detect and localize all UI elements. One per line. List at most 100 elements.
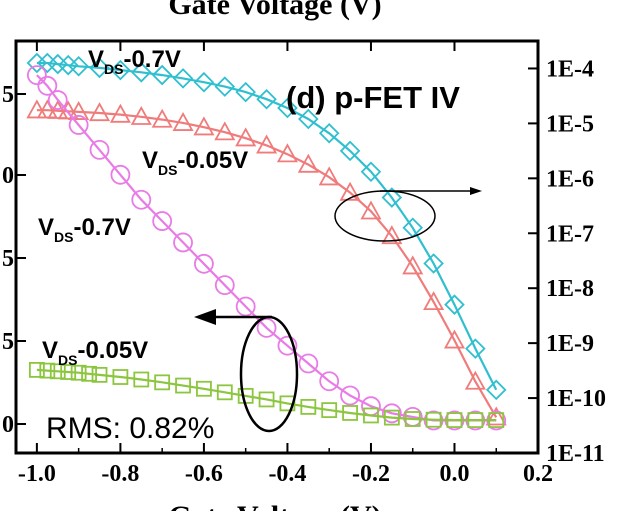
x-tick-label: -0.8 bbox=[101, 461, 139, 487]
data-point-triangle bbox=[26, 99, 48, 119]
data-point-triangle bbox=[47, 99, 69, 119]
data-point-triangle bbox=[172, 111, 194, 131]
right-y-tick-label: 1E-9 bbox=[546, 331, 594, 357]
data-point-triangle bbox=[443, 329, 466, 349]
data-point-circle bbox=[173, 232, 193, 253]
right-y-tick-label: 1E-10 bbox=[546, 386, 606, 412]
x-tick-label: -0.4 bbox=[268, 461, 306, 487]
data-point-square bbox=[49, 363, 66, 380]
data-point-circle bbox=[340, 385, 360, 406]
data-point-triangle bbox=[68, 101, 90, 120]
data-point-triangle bbox=[88, 102, 111, 122]
plot-area bbox=[26, 52, 507, 431]
data-point-square bbox=[425, 411, 442, 428]
data-point-diamond bbox=[214, 76, 236, 97]
data-point-triangle bbox=[57, 100, 79, 120]
data-point-diamond bbox=[298, 108, 319, 130]
x-tick-label: -1.0 bbox=[18, 461, 56, 487]
data-point-square bbox=[383, 409, 400, 426]
data-point-triangle bbox=[193, 116, 215, 136]
data-point-triangle bbox=[109, 103, 131, 123]
data-point-triangle bbox=[151, 108, 173, 128]
svg-text:VDS-0.7V: VDS-0.7V bbox=[38, 214, 131, 245]
bottom-axis-label: Gate Voltage (V) bbox=[168, 500, 381, 511]
data-point-circle bbox=[381, 403, 402, 424]
data-point-square bbox=[279, 395, 296, 412]
right-y-tick-label: 1E-5 bbox=[546, 111, 594, 137]
data-point-circle bbox=[256, 317, 277, 338]
right-y-tick-label: 1E-8 bbox=[546, 276, 594, 302]
data-point-square bbox=[60, 364, 77, 380]
series-line-square bbox=[36, 368, 497, 422]
x-tick-label: 0.2 bbox=[523, 461, 553, 487]
data-point-circle bbox=[26, 65, 47, 86]
data-point-triangle bbox=[485, 406, 507, 426]
data-point-diamond bbox=[68, 55, 89, 77]
data-point-diamond bbox=[423, 253, 444, 274]
data-point-diamond bbox=[277, 97, 298, 119]
data-point-circle bbox=[194, 253, 214, 274]
left-y-tick-label: 5 bbox=[2, 246, 14, 272]
data-point-triangle bbox=[464, 370, 486, 390]
right-y-tick-label: 1E-4 bbox=[546, 56, 594, 82]
vds-label-diamond: VDS-0.7V bbox=[88, 46, 181, 77]
data-point-triangle bbox=[360, 200, 382, 220]
svg-text:VDS-0.7V: VDS-0.7V bbox=[88, 46, 181, 77]
data-point-square bbox=[321, 402, 338, 419]
left-y-tick-label: 5 bbox=[2, 329, 14, 355]
right-y-tick-label: 1E-6 bbox=[546, 166, 594, 192]
data-point-diamond bbox=[360, 161, 382, 183]
data-point-diamond bbox=[339, 140, 361, 162]
data-point-circle bbox=[298, 353, 319, 374]
data-point-triangle bbox=[297, 153, 319, 173]
data-point-square bbox=[488, 412, 505, 428]
data-point-square bbox=[70, 364, 87, 381]
data-point-circle bbox=[152, 211, 173, 231]
data-point-circle bbox=[319, 371, 340, 392]
data-point-diamond bbox=[485, 379, 507, 401]
series-line-triangle bbox=[36, 109, 498, 418]
data-point-square bbox=[300, 399, 317, 415]
data-point-circle bbox=[89, 139, 110, 160]
panel-label: (d) p-FET IV bbox=[286, 80, 460, 115]
data-point-square bbox=[196, 380, 212, 397]
data-point-triangle bbox=[339, 181, 361, 201]
data-point-triangle bbox=[36, 99, 58, 119]
data-point-diamond bbox=[151, 64, 173, 86]
right-y-tick-label: 1E-11 bbox=[546, 441, 605, 467]
svg-text:VDS-0.05V: VDS-0.05V bbox=[42, 337, 148, 368]
x-tick-label: 0.0 bbox=[439, 461, 469, 487]
data-point-diamond bbox=[465, 338, 486, 359]
data-point-circle bbox=[37, 75, 58, 96]
left-y-tick-label: 0 bbox=[2, 163, 14, 189]
data-point-square bbox=[342, 405, 358, 421]
data-point-square bbox=[175, 377, 191, 394]
rms-annotation: RMS: 0.82% bbox=[46, 412, 214, 445]
left-y-tick-label: 0 bbox=[2, 412, 14, 438]
svg-text:VDS-0.05V: VDS-0.05V bbox=[142, 147, 248, 178]
data-point-diamond bbox=[193, 71, 215, 93]
data-point-square bbox=[112, 369, 129, 385]
data-point-square bbox=[28, 361, 45, 378]
data-point-diamond bbox=[235, 81, 256, 103]
data-point-diamond bbox=[381, 187, 403, 208]
data-point-diamond bbox=[110, 59, 131, 81]
data-point-square bbox=[258, 391, 275, 408]
right-axis-arrowhead bbox=[470, 187, 482, 195]
data-point-diamond bbox=[89, 57, 110, 79]
data-point-circle bbox=[277, 335, 298, 356]
series-line-diamond bbox=[36, 61, 498, 391]
vds-label-triangle: VDS-0.05V bbox=[142, 147, 248, 178]
data-point-circle bbox=[110, 164, 131, 185]
data-point-square bbox=[39, 362, 56, 379]
linear-curves-ellipse bbox=[239, 315, 299, 433]
x-tick-label: -0.6 bbox=[185, 461, 223, 487]
data-point-diamond bbox=[256, 88, 277, 110]
data-point-circle bbox=[47, 90, 68, 110]
data-point-square bbox=[91, 366, 108, 383]
data-point-diamond bbox=[131, 62, 152, 83]
data-point-square bbox=[363, 407, 379, 424]
data-point-square bbox=[446, 412, 463, 428]
vds-label-square: VDS-0.05V bbox=[42, 337, 148, 368]
